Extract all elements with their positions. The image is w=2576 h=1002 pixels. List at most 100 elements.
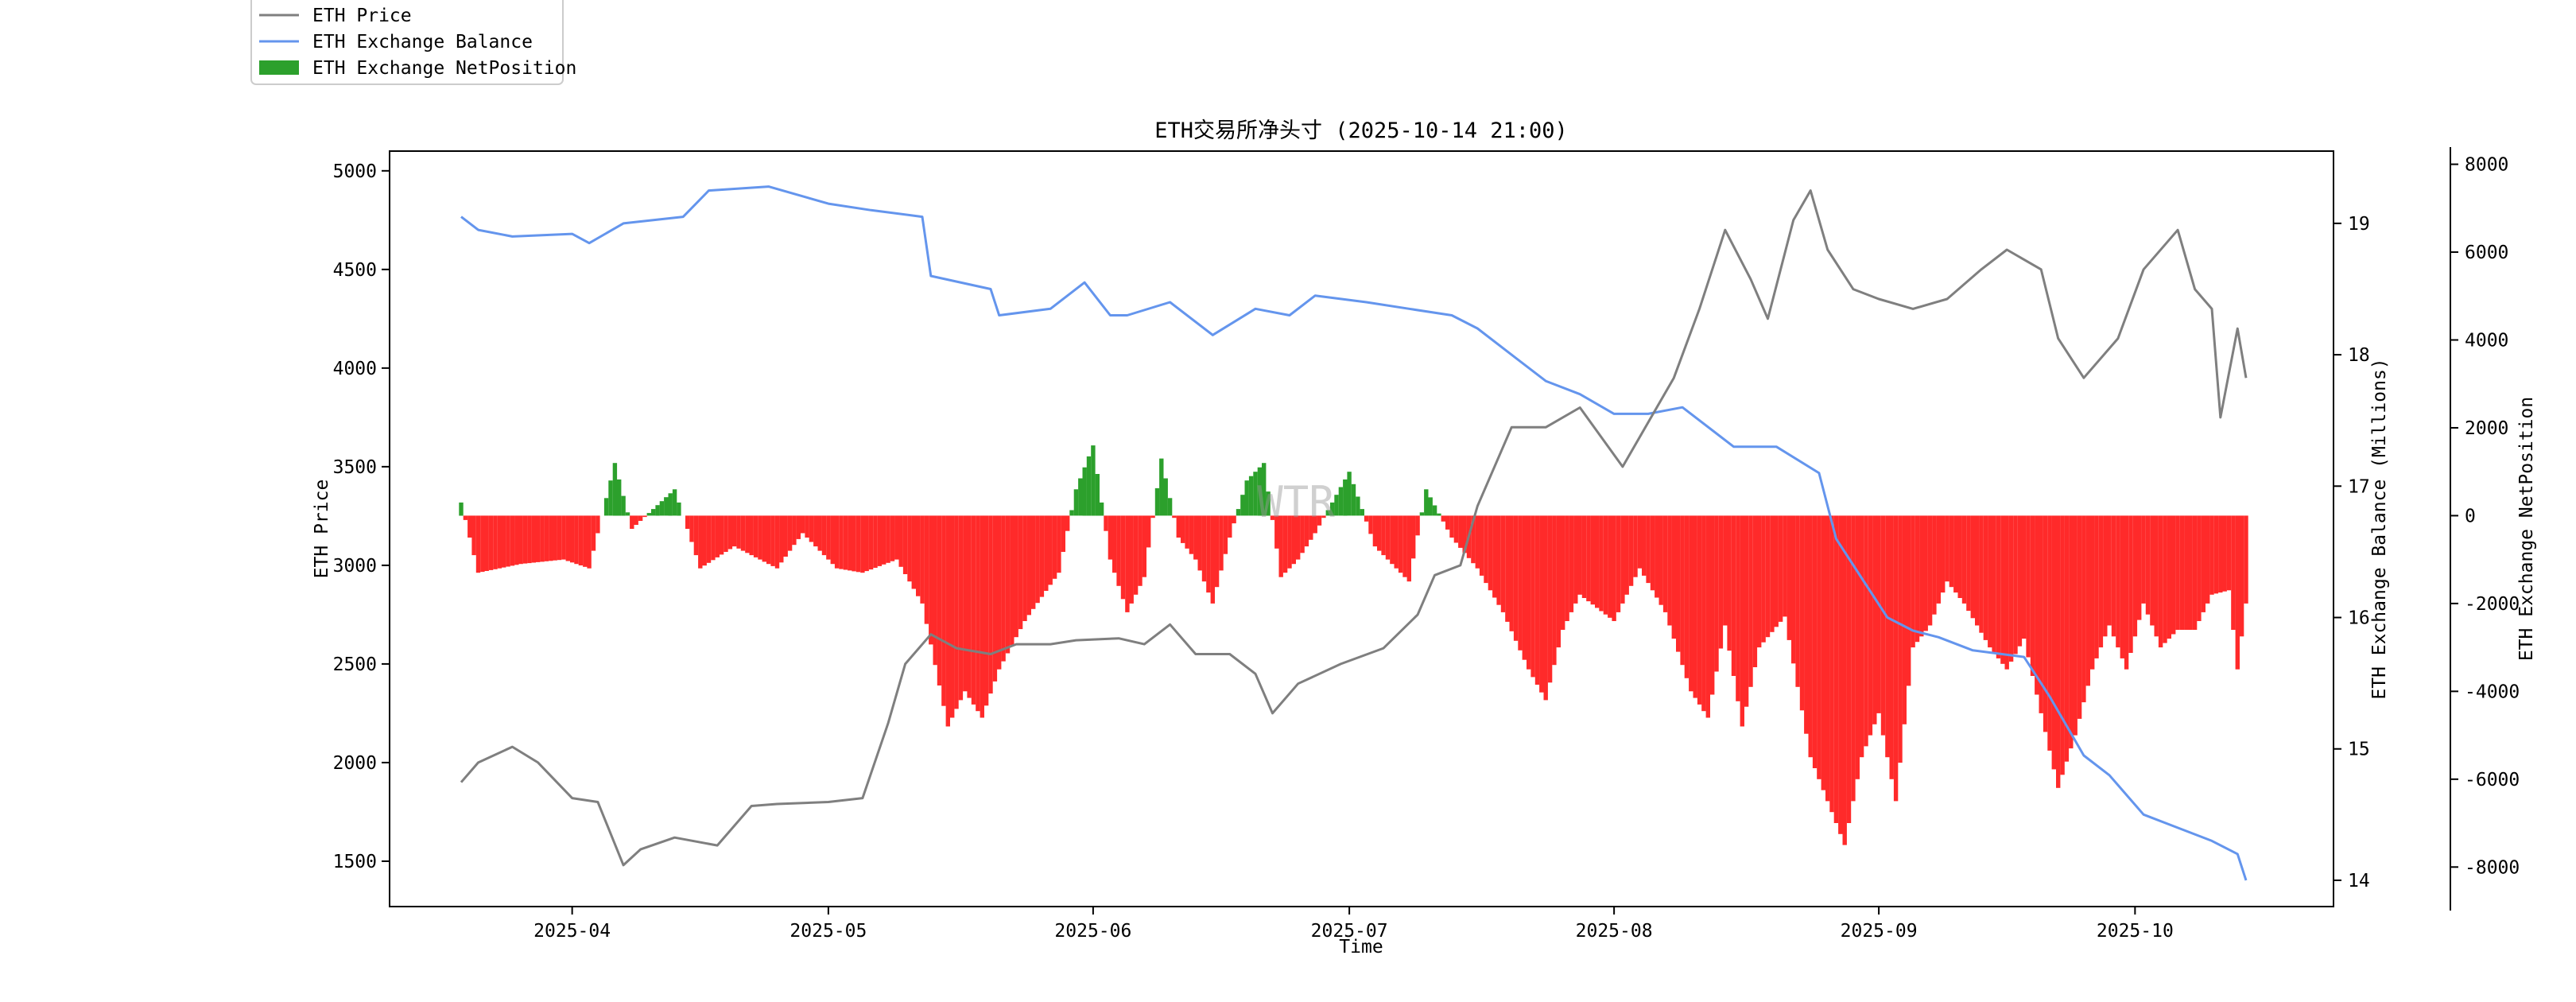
netposition-bar — [1026, 515, 1031, 616]
netposition-bar — [745, 515, 750, 553]
netposition-bar — [988, 515, 993, 694]
netposition-bar — [1996, 515, 2001, 658]
netposition-bar — [1496, 515, 1501, 605]
right-tick-label: 14 — [2348, 871, 2370, 891]
netposition-bar — [898, 515, 903, 567]
netposition-bar — [488, 515, 494, 570]
netposition-bar — [664, 497, 669, 516]
netposition-bar — [1689, 515, 1693, 692]
netposition-bar — [2197, 515, 2202, 621]
netposition-bar — [1201, 515, 1207, 582]
netposition-bar — [855, 515, 861, 573]
netposition-bar — [1561, 515, 1565, 630]
netposition-bar — [2000, 515, 2005, 664]
netposition-bar — [1731, 515, 1736, 676]
x-tick-label: 2025-05 — [789, 921, 867, 942]
netposition-bar — [1210, 515, 1215, 604]
netposition-bar — [1547, 515, 1553, 683]
netposition-bar — [1022, 515, 1027, 621]
netposition-bar — [1236, 509, 1241, 516]
netposition-bar — [1437, 513, 1441, 516]
netposition-bar — [1069, 510, 1074, 516]
netposition-bar — [929, 515, 933, 645]
netposition-bar — [1893, 515, 1899, 802]
netposition-bar — [2222, 515, 2227, 592]
netposition-bar — [848, 515, 852, 571]
netposition-bar — [817, 515, 822, 551]
netposition-bar — [1104, 515, 1108, 531]
netposition-bar — [2107, 515, 2112, 626]
netposition-bar — [933, 515, 937, 666]
netposition-bar — [1795, 515, 1800, 687]
netposition-bar — [1086, 456, 1092, 516]
netposition-bar — [1492, 515, 1497, 598]
netposition-bar — [2060, 515, 2065, 775]
right-tick-label: 16 — [2348, 608, 2370, 629]
netposition-bar — [1740, 515, 1744, 727]
legend: ETH Price ETH Exchange Balance ETH Excha… — [250, 0, 576, 85]
netposition-bar — [1360, 509, 1364, 516]
x-tick-label: 2025-06 — [1054, 921, 1131, 942]
netposition-bar — [1206, 515, 1211, 593]
netposition-bar — [1116, 515, 1121, 586]
netposition-bar — [1073, 489, 1079, 516]
netposition-bar — [1833, 515, 1839, 823]
netposition-bar — [1581, 515, 1587, 598]
netposition-bar — [2103, 515, 2108, 637]
netposition-bar — [1975, 515, 1980, 626]
netposition-bar — [1693, 515, 1697, 698]
netposition-bar — [1471, 515, 1476, 564]
netposition-bar — [2116, 515, 2120, 648]
netposition-bar — [971, 515, 976, 705]
netposition-bar — [1154, 487, 1160, 516]
netposition-bar — [2030, 515, 2035, 676]
left-tick-label: 2000 — [333, 753, 377, 774]
netposition-bar — [1650, 515, 1655, 591]
x-tick-label: 2025-04 — [533, 921, 611, 942]
netposition-bar — [1351, 484, 1356, 516]
x-tick-label: 2025-10 — [2097, 921, 2174, 942]
netposition-bar — [1966, 515, 1971, 612]
netposition-bar — [1552, 515, 1557, 666]
netposition-bar — [506, 515, 510, 567]
netposition-bar — [2081, 515, 2086, 703]
netposition-bar — [1232, 515, 1236, 524]
watermark: WTR — [1257, 477, 1335, 527]
netposition-bar — [890, 515, 895, 561]
netposition-bar — [920, 515, 925, 604]
netposition-bar — [1044, 515, 1049, 591]
netposition-bar — [1710, 515, 1715, 695]
netposition-bar — [783, 515, 788, 557]
netposition-bar — [749, 515, 754, 556]
netposition-bar — [1829, 515, 1834, 813]
netposition-bar — [1475, 515, 1480, 569]
netposition-bar — [2137, 515, 2142, 620]
netposition-bar — [1398, 515, 1403, 573]
netposition-bar — [1705, 515, 1710, 718]
netposition-bar — [1534, 515, 1540, 685]
netposition-bar — [1257, 467, 1263, 516]
netposition-bar — [1599, 515, 1604, 612]
netposition-bar — [2056, 515, 2061, 788]
netposition-bar — [924, 515, 929, 624]
netposition-bar — [570, 515, 575, 563]
netposition-bar — [1885, 515, 1890, 758]
netposition-bar — [2171, 515, 2176, 635]
far-right-tick-label: -2000 — [2465, 594, 2520, 615]
netposition-bar — [758, 515, 762, 560]
netposition-bar — [1334, 495, 1339, 516]
netposition-bar — [1923, 515, 1928, 631]
netposition-bar — [685, 515, 690, 529]
netposition-bar — [1270, 515, 1275, 520]
left-tick-label: 4500 — [333, 260, 377, 281]
netposition-bar — [603, 498, 609, 516]
netposition-bar — [1684, 515, 1690, 678]
netposition-bar — [1266, 491, 1271, 516]
far-right-tick-label: 8000 — [2465, 155, 2508, 176]
netposition-bar — [902, 515, 908, 574]
netposition-bar — [1214, 515, 1220, 588]
netposition-bar — [1432, 505, 1437, 516]
netposition-bar — [1953, 515, 1958, 593]
far-right-tick-label: -4000 — [2465, 682, 2520, 702]
left-axis-ticks: 1500 2000 2500 3000 3500 4000 4500 5000 — [333, 161, 390, 872]
